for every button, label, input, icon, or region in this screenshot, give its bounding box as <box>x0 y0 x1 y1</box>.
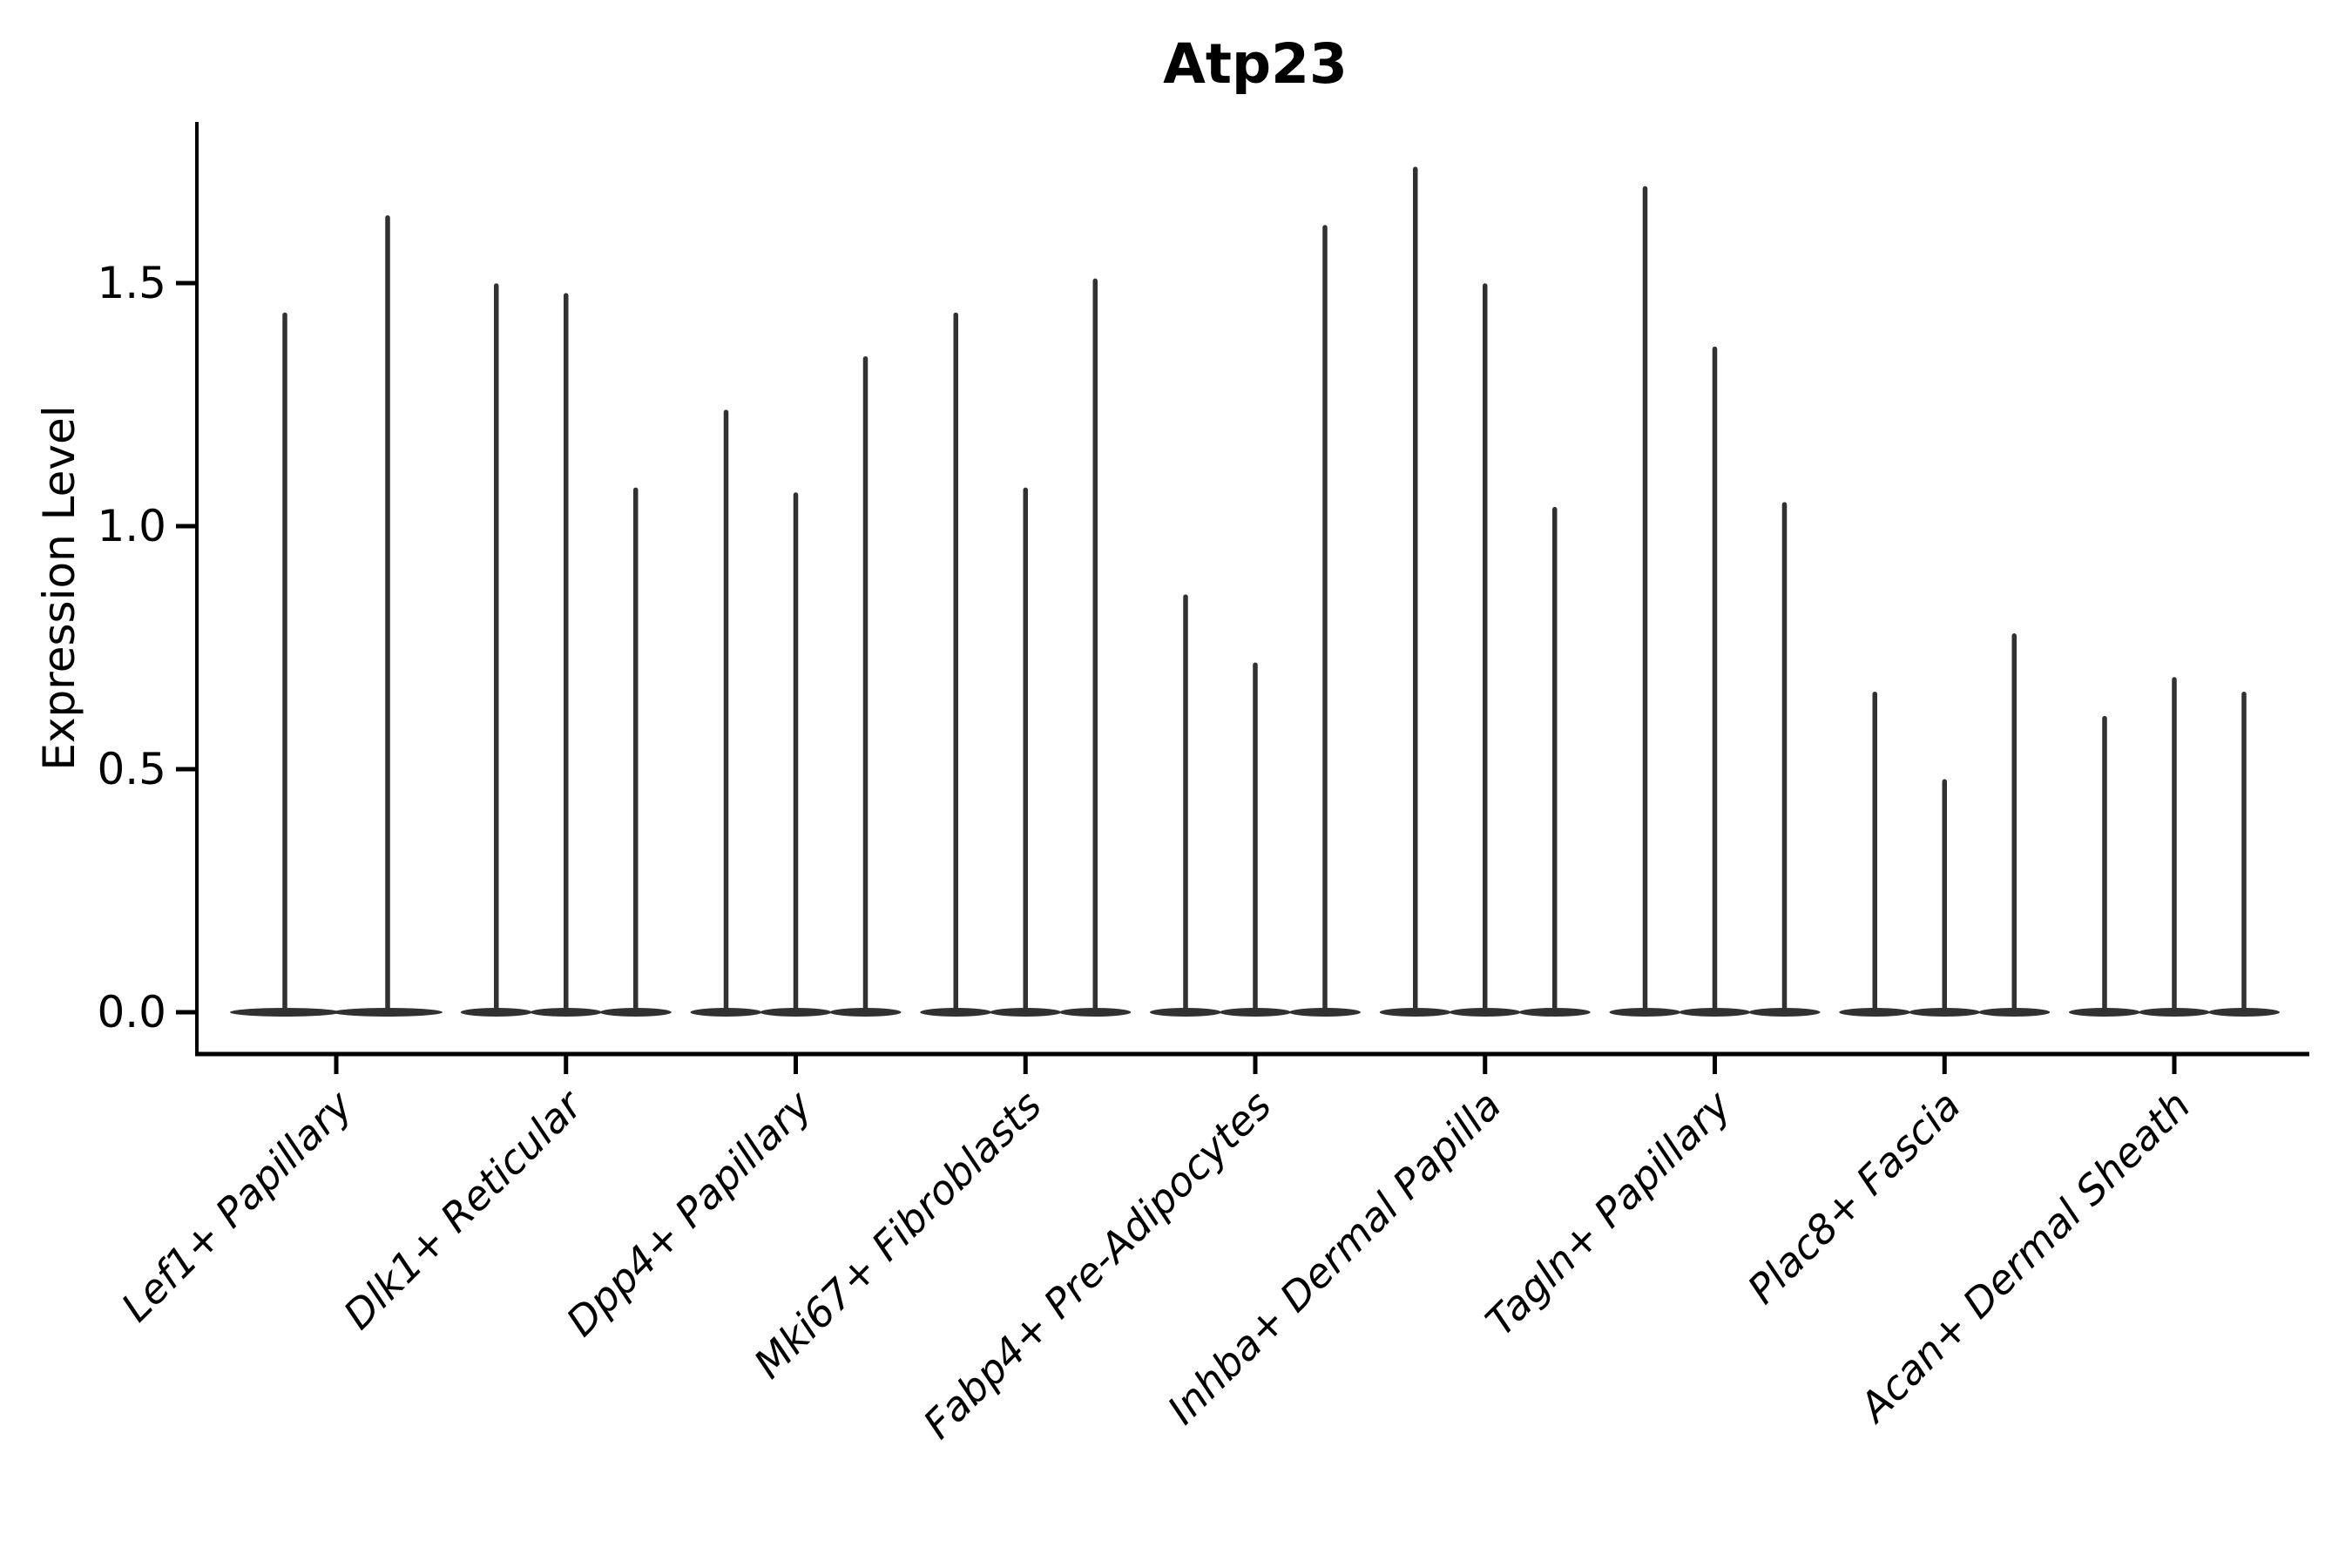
violin <box>2069 715 2140 1017</box>
x-tick-label: Tagln+ Papillary <box>1477 1081 1740 1345</box>
violin <box>530 293 602 1017</box>
violin <box>1909 779 1981 1017</box>
violin <box>2139 677 2210 1017</box>
y-tick-label: 1.5 <box>97 258 166 308</box>
x-tick-label: Plac8+ Fascia <box>1739 1082 1970 1313</box>
violin <box>1679 346 1751 1017</box>
violin <box>1978 633 2051 1017</box>
axes-group <box>176 122 2309 1074</box>
violin <box>1449 283 1521 1017</box>
y-axis-label: Expression Level <box>34 405 84 770</box>
y-tick-label: 0.0 <box>97 987 166 1037</box>
chart-title: Atp23 <box>1163 32 1348 96</box>
x-tick-label: Dlk1+ Reticular <box>335 1079 593 1338</box>
x-tick-label: Lef1+ Papillary <box>112 1081 362 1330</box>
violin <box>2208 691 2280 1017</box>
violin <box>1150 594 1221 1017</box>
violin <box>230 312 340 1017</box>
violin <box>760 492 832 1017</box>
x-tick-label: Dpp4+ Papillary <box>558 1081 821 1345</box>
y-tick-label: 0.5 <box>97 744 166 794</box>
violin <box>1059 278 1132 1017</box>
violin <box>690 409 762 1017</box>
y-tick-label: 1.0 <box>97 501 166 551</box>
violin <box>1839 691 1911 1017</box>
violins-group <box>230 166 2280 1017</box>
violin <box>1609 186 1681 1017</box>
violin <box>333 215 443 1017</box>
violin <box>1289 225 1361 1017</box>
violin <box>599 487 672 1017</box>
violin <box>1518 506 1591 1017</box>
violin <box>990 487 1062 1017</box>
violin <box>829 355 902 1017</box>
violin <box>1379 166 1451 1017</box>
violin <box>460 283 532 1017</box>
violin <box>1748 502 1821 1017</box>
violin <box>1220 662 1291 1017</box>
violin <box>920 312 992 1017</box>
